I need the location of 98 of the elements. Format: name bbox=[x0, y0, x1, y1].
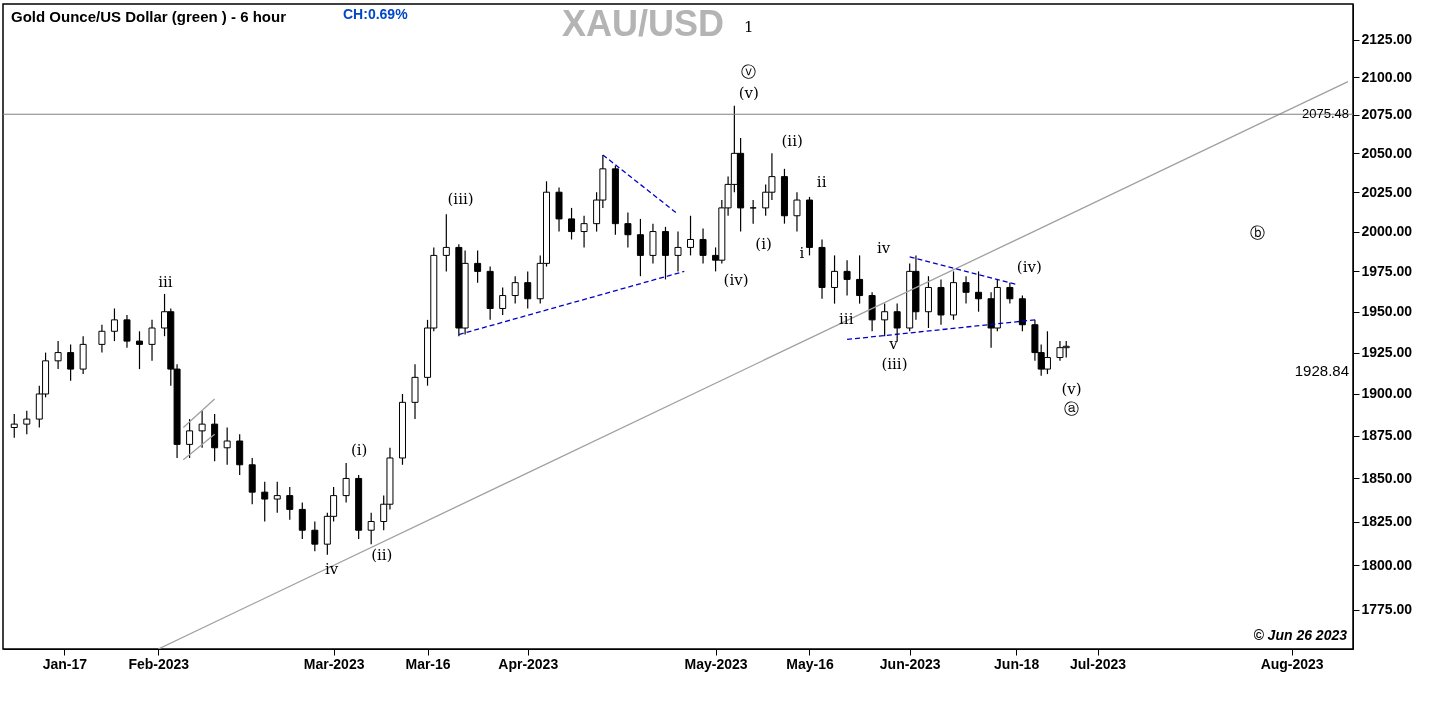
annotation: (ii) bbox=[371, 545, 393, 564]
annotation: ⓑ bbox=[1250, 224, 1266, 243]
candlestick bbox=[367, 512, 375, 545]
candlestick bbox=[67, 343, 75, 382]
candlestick bbox=[636, 218, 644, 277]
candlestick bbox=[148, 319, 156, 362]
annotation: (i) bbox=[755, 234, 772, 253]
annotation: i bbox=[799, 244, 805, 263]
candlestick bbox=[881, 303, 889, 337]
annotation: (ii) bbox=[781, 131, 803, 150]
annotation: ⓥ bbox=[741, 62, 757, 81]
x-tick-label: Jun-2023 bbox=[879, 655, 941, 672]
annotation: © Jun 26 2023 bbox=[1253, 627, 1348, 643]
candlestick bbox=[687, 215, 695, 256]
annotation: v bbox=[888, 334, 899, 353]
y-tick-label: 2025.00 bbox=[1361, 183, 1413, 200]
chart-title: XAU/USD bbox=[561, 3, 725, 44]
candlestick bbox=[524, 270, 532, 310]
candlestick bbox=[580, 215, 588, 249]
x-tick-label: Mar-2023 bbox=[303, 655, 365, 672]
annotation: iv bbox=[877, 238, 891, 257]
annotation: (i) bbox=[350, 440, 368, 459]
candlestick bbox=[856, 254, 864, 305]
y-tick-label: 1800.00 bbox=[1361, 556, 1413, 573]
x-tick-label: Jun-18 bbox=[994, 655, 1040, 672]
candlestick bbox=[661, 226, 669, 281]
candlestick bbox=[54, 340, 62, 370]
candlestick bbox=[136, 330, 143, 370]
annotation: ii bbox=[816, 172, 827, 191]
annotation: iii bbox=[158, 272, 173, 291]
y-tick-label: 2125.00 bbox=[1361, 31, 1413, 48]
x-tick-label: Jul-2023 bbox=[1070, 655, 1127, 672]
annotation: (iv) bbox=[723, 270, 749, 289]
annotation: 1928.84 bbox=[1294, 362, 1349, 380]
candlestick bbox=[23, 410, 31, 435]
candlestick bbox=[1006, 282, 1014, 305]
candlestick bbox=[699, 227, 707, 264]
candlestick bbox=[261, 481, 269, 523]
candlestick bbox=[198, 410, 206, 449]
y-tick-label: 2050.00 bbox=[1361, 144, 1413, 161]
candlestick bbox=[843, 259, 851, 297]
candlestick bbox=[674, 230, 682, 272]
annotation: (iii) bbox=[881, 354, 908, 373]
annotation: (iii) bbox=[447, 190, 474, 209]
candlestick bbox=[298, 501, 306, 540]
annotation: iii bbox=[839, 310, 854, 329]
candlestick bbox=[474, 250, 482, 284]
candlestick bbox=[10, 413, 18, 439]
annotation: CH:0.69% bbox=[343, 6, 409, 22]
candlestick bbox=[624, 212, 632, 249]
ref-line-label: 2075.48 bbox=[1302, 106, 1349, 122]
annotation: (v) bbox=[1061, 380, 1082, 399]
y-tick-label: 1775.00 bbox=[1361, 601, 1413, 617]
y-tick-label: 1825.00 bbox=[1361, 513, 1413, 530]
candlestick bbox=[511, 275, 519, 305]
x-tick-label: Aug-2023 bbox=[1260, 655, 1324, 672]
y-tick-label: 1925.00 bbox=[1361, 344, 1413, 361]
candlestick bbox=[831, 254, 839, 305]
candlestick bbox=[499, 286, 507, 316]
annotation: (v) bbox=[738, 83, 759, 102]
candlestick bbox=[649, 223, 657, 264]
y-tick-label: 2000.00 bbox=[1361, 223, 1413, 240]
candlestick bbox=[98, 324, 106, 354]
candlestick bbox=[223, 426, 231, 466]
candlestick bbox=[442, 213, 450, 272]
annotation: iv bbox=[325, 559, 339, 578]
candlestick bbox=[793, 191, 801, 233]
y-tick-label: 1900.00 bbox=[1361, 385, 1413, 402]
candlestick bbox=[975, 270, 983, 313]
x-tick-label: May-16 bbox=[786, 655, 834, 672]
y-tick-label: 2100.00 bbox=[1361, 68, 1413, 85]
candlestick bbox=[123, 314, 131, 349]
y-tick-label: 1850.00 bbox=[1361, 469, 1413, 486]
candlestick bbox=[186, 418, 194, 459]
x-tick-label: May-2023 bbox=[684, 655, 748, 672]
annotation: (iv) bbox=[1016, 257, 1042, 276]
x-tick-label: Apr-2023 bbox=[498, 655, 559, 672]
candlestick bbox=[749, 199, 757, 225]
candlestick bbox=[110, 307, 118, 342]
annotation: ⓐ bbox=[1064, 400, 1080, 419]
annotation: 1 bbox=[744, 17, 754, 36]
x-tick-label: Feb-2023 bbox=[128, 655, 190, 672]
candlestick bbox=[962, 275, 970, 305]
candlestick bbox=[236, 433, 244, 476]
x-tick-label: Mar-16 bbox=[405, 655, 451, 672]
candlestick bbox=[211, 413, 219, 462]
candlestick bbox=[311, 520, 319, 552]
y-tick-label: 1950.00 bbox=[1361, 303, 1413, 320]
chart-subtitle: Gold Ounce/US Dollar (green ) - 6 hour bbox=[11, 8, 287, 25]
candlestick bbox=[893, 303, 901, 342]
y-tick-label: 1975.00 bbox=[1361, 262, 1413, 279]
candlestick bbox=[286, 486, 294, 521]
candlestick bbox=[568, 207, 576, 241]
candlestick bbox=[342, 462, 350, 504]
candlestick bbox=[273, 481, 281, 514]
y-tick-label: 1875.00 bbox=[1361, 427, 1413, 444]
y-tick-label: 2075.00 bbox=[1361, 106, 1413, 123]
x-tick-label: Jan-17 bbox=[42, 655, 88, 672]
